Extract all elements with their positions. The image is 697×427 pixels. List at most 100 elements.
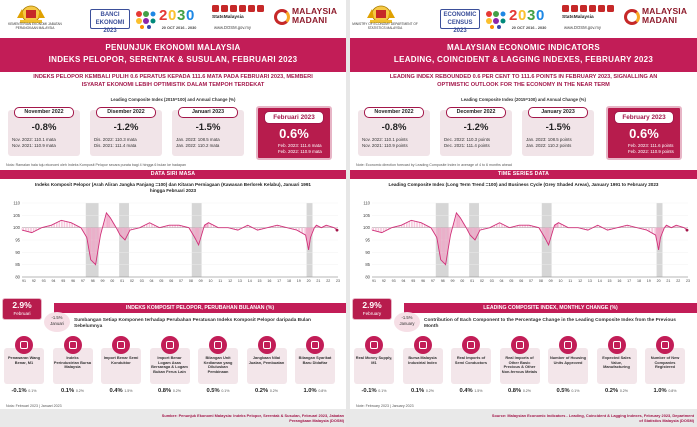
component-name: Expected Sales Value, Manufacturing [602,355,631,370]
source-text: Sumber: Penunjuk Ekonomi Malaysia: Indek… [161,413,344,423]
x-tick-label: 92 [32,279,36,283]
component-previous: 0.8% [318,389,327,393]
component-card [354,348,394,384]
component-current: 0.5% [206,388,220,394]
x-tick-label: 93 [42,279,46,283]
x-tick-label: 22 [676,279,680,283]
x-tick-label: 06 [169,279,173,283]
component-current: -0.1% [361,388,377,394]
x-tick-label: 13 [588,279,592,283]
x-tick-label: 05 [509,279,513,283]
youtube-icon[interactable] [589,5,596,12]
component-value: 0.8% 0.2% [150,388,190,394]
y-tick-label: 90 [15,250,20,255]
y-tick-label: 80 [15,275,20,280]
card-points-previous: Feb. 2022: 110.9 points [628,148,674,154]
card-points: Nov. 2022: 110.1 points Nov. 2021: 110.9 … [362,137,428,149]
component-value: 0.5% 0.1% [198,388,238,394]
tiktok-icon[interactable] [248,5,255,12]
component-current: 0.4% [109,388,123,394]
x-tick-label: 18 [287,279,291,283]
telegram-icon[interactable] [257,5,264,12]
x-tick-label: 05 [159,279,163,283]
x-tick-label: 04 [500,279,504,283]
component-previous: 0.8% [668,389,677,393]
x-tick-label: 96 [421,279,425,283]
component-previous: 0.2% [425,389,435,393]
component-value: -0.1% 0.1% [4,388,44,394]
dots-logo-icon [136,11,156,29]
twitter-icon[interactable] [221,5,228,12]
component-value: 0.1% 0.2% [53,388,93,394]
component-card [101,348,141,384]
youtube-icon[interactable] [239,5,246,12]
x-tick-label: 17 [627,279,631,283]
component-item: Bilangan Unit Kediaman yang Diluluskan P… [198,336,238,402]
x-tick-label: 00 [110,279,114,283]
lci-card: January 2023 -1.5% Jan. 2023: 108.5 points… [522,107,594,156]
card-month: Disember 2022 [96,107,156,118]
panel-divider [346,0,350,427]
instagram-icon[interactable] [580,5,587,12]
lci-card: Januari 2023 -1.5% Jan. 2023: 108.5 mata Ja… [172,107,244,156]
card-points-previous: Nov. 2021: 110.9 mata [12,142,56,148]
x-tick-label: 03 [490,279,494,283]
component-value: 0.8% 0.2% [500,388,540,394]
component-item: Real Imports of Other Basic Precious & O… [499,336,540,402]
x-tick-label: 09 [549,279,553,283]
x-tick-label: 03 [140,279,144,283]
facebook-icon[interactable] [562,5,569,12]
svg-text:3: 3 [177,7,185,24]
current-month-change-value: 2.9% [12,300,32,310]
social-handle[interactable]: StatsMalaysia [562,15,594,20]
social-icons [212,5,268,13]
website-link[interactable]: www.DOSM.gov.my [564,25,601,30]
contribution-title: Sumbangan Setiap Komponen terhadap Perub… [74,318,311,329]
component-icon [607,336,626,354]
component-name: Real Imports of Semi Conductors [454,355,488,365]
card-points-previous: Nov. 2021: 110.9 points [362,142,408,148]
component-value: 0.2% 0.2% [597,388,637,394]
x-tick-label: 06 [519,279,523,283]
telegram-icon[interactable] [607,5,614,12]
card-annual-change: 0.6% [279,126,309,141]
component-item: Indeks Perindustrian Bursa Malaysia 0.1% … [52,336,93,402]
instagram-icon[interactable] [230,5,237,12]
website-link[interactable]: www.DOSM.gov.my [214,25,251,30]
sub-title: INDEKS PELOPOR, SERENTAK & SUSULAN, FEBR… [48,55,298,64]
component-current: 0.2% [604,388,619,394]
y-tick-label: 80 [365,275,370,280]
card-points: Jan. 2023: 108.5 mata Jan. 2022: 110.2 ma… [176,137,242,149]
card-points-previous: Jan. 2022: 110.2 mata [176,142,220,148]
monthly-change-title: LEADING COMPOSITE INDEX, MONTHLY CHANGE … [404,303,697,313]
current-month-change-badge: 2.9% Februari [2,298,42,320]
social-handle[interactable]: StatsMalaysia [212,15,244,20]
component-previous: 0.2% [269,389,279,393]
current-month-label: February [362,311,382,316]
latest-point [685,228,689,232]
main-title: PENUNJUK EKONOMI MALAYSIA [105,43,241,52]
lci-card: November 2022 -0.8% Nov. 2022: 110.1 mata N… [8,107,80,156]
leading-index-line [21,211,338,266]
component-note: Note: February 2023 | January 2023 [356,404,414,408]
component-previous: 0.1% [221,389,230,393]
time-series-band: DATA SIRI MASA [0,170,346,179]
lci-card: December 2022 -1.2% Dec. 2022: 110.3 point… [440,107,512,156]
x-tick-label: 94 [401,279,405,283]
svg-text:0: 0 [168,7,176,24]
card-month: December 2022 [446,107,506,118]
component-name: Bursa Malaysia Industrial Index [408,355,437,365]
component-card [451,348,491,384]
facebook-icon[interactable] [212,5,219,12]
lci-card: November 2022 -0.8% Nov. 2022: 110.1 point… [358,107,430,156]
census-logo: ECONOMIC CENSUS 2023 [440,9,480,34]
tiktok-icon[interactable] [598,5,605,12]
component-item: Real Imports of Semi Conductors 0.4% 1.5% [451,336,491,402]
component-list: Real Money Supply, M1 -0.1% 0.1% Bursa Mal… [354,336,692,402]
card-points-current: Dis. 2022: 110.3 mata [94,137,137,142]
y-tick-label: 100 [13,225,21,230]
twitter-icon[interactable] [571,5,578,12]
component-previous: 1.5% [124,389,133,393]
previous-month-label: Januari [50,321,64,326]
component-current: 0.1% [60,388,75,394]
